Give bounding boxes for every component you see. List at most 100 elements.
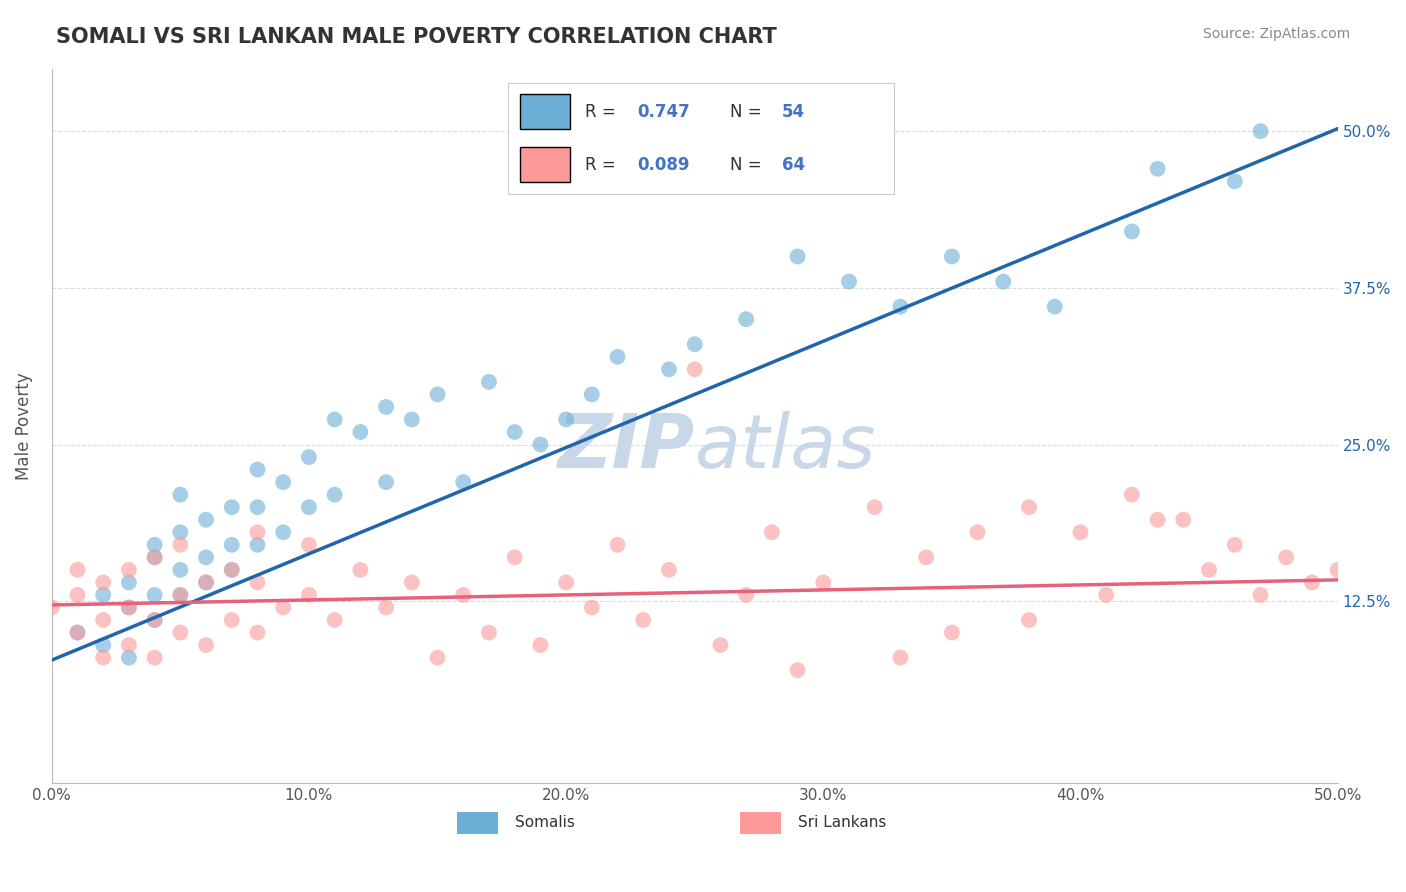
Point	[1173, 513, 1195, 527]
Point	[349, 563, 371, 577]
Point	[246, 625, 269, 640]
Text: Somalis: Somalis	[515, 814, 575, 830]
Point	[246, 575, 269, 590]
Point	[169, 525, 191, 540]
Point	[735, 588, 758, 602]
Point	[709, 638, 731, 652]
Point	[1069, 525, 1091, 540]
Point	[143, 650, 166, 665]
Point	[195, 513, 218, 527]
Point	[838, 275, 860, 289]
Point	[91, 650, 114, 665]
Point	[246, 462, 269, 476]
Point	[966, 525, 988, 540]
Point	[993, 275, 1015, 289]
Point	[375, 475, 398, 490]
Point	[169, 625, 191, 640]
Point	[298, 500, 321, 515]
Point	[298, 450, 321, 464]
Y-axis label: Male Poverty: Male Poverty	[15, 372, 32, 480]
Point	[298, 588, 321, 602]
Point	[478, 625, 501, 640]
Point	[1095, 588, 1118, 602]
Text: SOMALI VS SRI LANKAN MALE POVERTY CORRELATION CHART: SOMALI VS SRI LANKAN MALE POVERTY CORREL…	[56, 27, 778, 46]
Point	[863, 500, 886, 515]
Point	[401, 575, 423, 590]
Point	[451, 475, 474, 490]
Point	[555, 412, 578, 426]
Point	[298, 538, 321, 552]
Point	[941, 625, 963, 640]
Point	[118, 563, 141, 577]
Point	[633, 613, 655, 627]
Point	[1198, 563, 1220, 577]
Point	[66, 625, 89, 640]
Point	[529, 437, 551, 451]
Point	[118, 575, 141, 590]
Point	[375, 600, 398, 615]
Point	[169, 588, 191, 602]
Point	[941, 250, 963, 264]
Point	[323, 613, 346, 627]
Point	[761, 525, 783, 540]
Point	[1121, 224, 1143, 238]
Point	[66, 563, 89, 577]
Point	[451, 588, 474, 602]
Point	[581, 387, 603, 401]
Point	[915, 550, 938, 565]
Point	[221, 613, 243, 627]
Point	[118, 600, 141, 615]
Point	[1018, 500, 1040, 515]
Point	[606, 350, 628, 364]
Point	[401, 412, 423, 426]
Text: ZIP: ZIP	[557, 410, 695, 483]
Point	[658, 362, 681, 376]
Point	[581, 600, 603, 615]
Point	[169, 563, 191, 577]
Point	[375, 400, 398, 414]
Point	[658, 563, 681, 577]
Point	[221, 538, 243, 552]
Point	[91, 638, 114, 652]
Point	[143, 538, 166, 552]
Point	[1301, 575, 1323, 590]
Point	[813, 575, 835, 590]
Point	[271, 600, 294, 615]
Point	[246, 500, 269, 515]
Point	[1121, 488, 1143, 502]
Point	[195, 575, 218, 590]
Point	[323, 412, 346, 426]
Point	[195, 638, 218, 652]
Point	[91, 588, 114, 602]
Point	[349, 425, 371, 439]
Point	[143, 588, 166, 602]
Point	[271, 475, 294, 490]
Point	[195, 550, 218, 565]
Point	[1146, 513, 1168, 527]
Point	[66, 588, 89, 602]
Point	[1275, 550, 1298, 565]
Point	[169, 588, 191, 602]
Point	[246, 525, 269, 540]
Text: Sri Lankans: Sri Lankans	[797, 814, 886, 830]
Point	[1223, 538, 1246, 552]
Point	[1018, 613, 1040, 627]
Point	[41, 600, 63, 615]
Point	[786, 250, 808, 264]
Point	[889, 650, 911, 665]
Point	[426, 387, 449, 401]
Point	[221, 500, 243, 515]
Point	[91, 575, 114, 590]
Point	[195, 575, 218, 590]
Point	[478, 375, 501, 389]
Point	[503, 550, 526, 565]
Point	[503, 425, 526, 439]
Point	[889, 300, 911, 314]
Point	[169, 538, 191, 552]
Point	[1043, 300, 1066, 314]
Point	[221, 563, 243, 577]
Point	[735, 312, 758, 326]
Point	[323, 488, 346, 502]
Point	[683, 362, 706, 376]
Point	[683, 337, 706, 351]
